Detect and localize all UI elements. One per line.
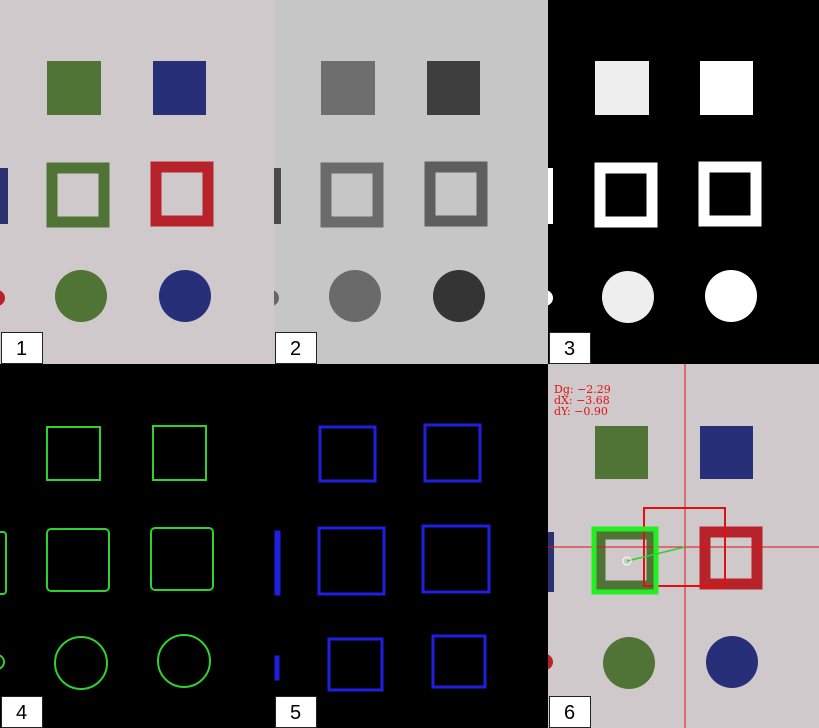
gray-frame-left (320, 162, 384, 228)
partial-red-circle (0, 290, 5, 306)
blue-square (153, 61, 206, 115)
object-center-marker (622, 556, 632, 566)
red-frame (150, 161, 214, 227)
panel-bounding-boxes: 5 (274, 364, 548, 728)
contour-square-right (152, 425, 207, 481)
tracked-object-box (591, 526, 659, 595)
red-frame (699, 526, 763, 590)
contour-circle-right (157, 634, 211, 688)
readout-dy: dY: −0.90 (554, 405, 608, 418)
bbox-circle-right (431, 634, 487, 689)
partial-blue-frame (0, 168, 8, 224)
green-frame (46, 162, 110, 228)
panel-label: 6 (549, 696, 591, 728)
blue-square (700, 426, 753, 479)
tracking-readout: Dg: −2.29 dX: −3.68 dY: −0.90 (554, 384, 611, 417)
bbox-frame-left (317, 526, 386, 596)
white-frame-right (698, 161, 762, 227)
white-square-right (700, 61, 753, 115)
contour-image (0, 364, 274, 728)
panel-label: 2 (275, 332, 317, 364)
blue-circle (159, 270, 211, 322)
readout-dx: dX: −3.68 (554, 394, 610, 407)
bbox-square-right (423, 423, 482, 483)
partial-blue-frame (548, 532, 554, 592)
gray-circle-left (329, 270, 381, 322)
panel-binary: 3 (548, 0, 819, 364)
green-square (47, 61, 101, 115)
panel-label: 1 (1, 332, 43, 364)
white-circle-left (602, 271, 654, 323)
green-square (595, 426, 648, 479)
partial-white-circle (548, 290, 553, 306)
blue-circle (706, 636, 758, 688)
gray-frame-right (424, 161, 488, 227)
panel-grayscale: 2 (274, 0, 548, 364)
bbox-image (274, 364, 548, 728)
gray-circle-right (433, 270, 485, 322)
green-frame (594, 528, 658, 592)
partial-gray-frame (274, 168, 281, 224)
gray-square-left (321, 61, 375, 115)
panel-label: 3 (549, 332, 591, 364)
bbox-circle-left (327, 637, 384, 692)
target-rectangle (643, 507, 726, 587)
binary-image (548, 0, 819, 364)
contour-square-left (46, 426, 101, 481)
partial-red-circle (548, 654, 553, 670)
white-circle-right (705, 270, 757, 322)
contour-frame-left (46, 528, 110, 592)
white-frame-left (594, 162, 658, 228)
tracking-image (548, 364, 819, 728)
white-square-left (595, 61, 649, 115)
green-circle (603, 637, 655, 689)
offset-vector (626, 546, 686, 562)
bbox-frame-right (421, 524, 491, 594)
grayscale-image (274, 0, 548, 364)
gray-square-right (427, 61, 480, 115)
partial-white-frame (548, 168, 553, 224)
contour-frame-right (150, 527, 214, 591)
bbox-square-left (318, 425, 377, 483)
green-circle (55, 270, 107, 322)
original-image (0, 0, 274, 364)
contour-partial-frame (0, 531, 7, 595)
bbox-partial-frame (274, 530, 281, 596)
partial-gray-circle (274, 290, 279, 306)
contour-circle-left (54, 636, 108, 690)
panel-tracking: Dg: −2.29 dX: −3.68 dY: −0.90 6 (548, 364, 819, 728)
readout-dg: Dg: −2.29 (554, 383, 611, 396)
bbox-partial-circle (274, 655, 280, 681)
panel-label: 5 (275, 696, 317, 728)
panel-label: 4 (1, 696, 43, 728)
panel-original: 1 (0, 0, 274, 364)
contour-partial-circle (0, 654, 5, 670)
panel-contours: 4 (0, 364, 274, 728)
